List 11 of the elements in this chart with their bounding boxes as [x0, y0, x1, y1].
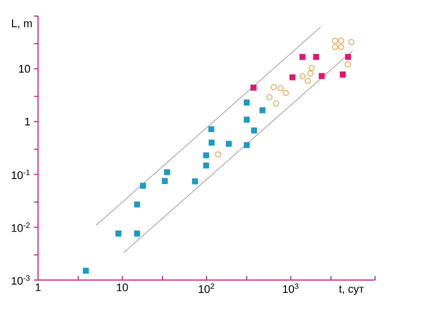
- y-tick-label: 10$^{-2}$: [12, 222, 30, 232]
- x-axis-title: t, сут: [339, 286, 364, 295]
- y-tick-label: 10$^{-3}$: [12, 275, 30, 285]
- x-tick-label: 10: [116, 284, 128, 292]
- y-axis-title: L, m: [12, 20, 32, 28]
- x-tick-label: 1: [36, 284, 41, 292]
- y-tick-label: 10: [19, 64, 30, 73]
- y-tick-label: 10$^{-1}$: [12, 170, 30, 180]
- x-tick-label: 10$^{3}$: [283, 284, 298, 293]
- y-tick-label: 1: [25, 118, 30, 126]
- x-tick-label: 10$^{2}$: [198, 284, 214, 293]
